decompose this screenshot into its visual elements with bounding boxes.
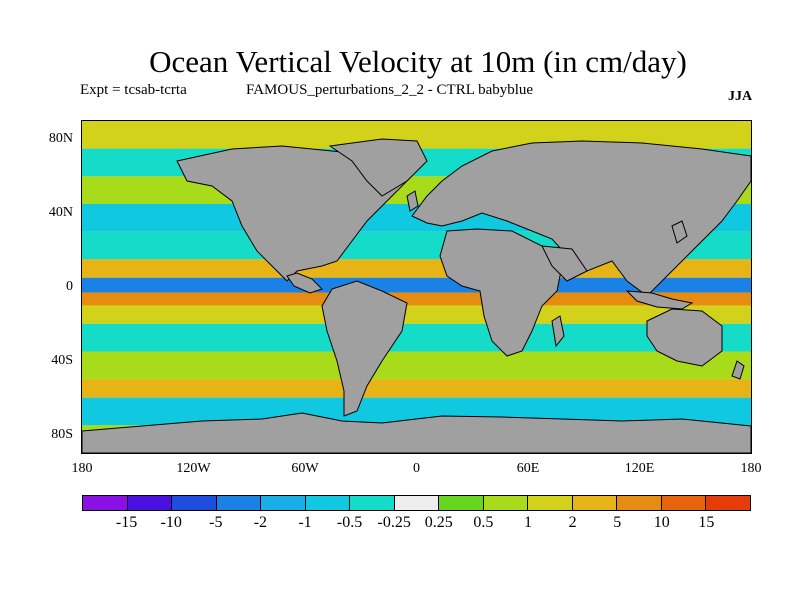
landmass-new-zealand — [731, 360, 745, 380]
landmass-japan — [671, 220, 688, 244]
lon-tick-label: 60E — [516, 461, 540, 476]
colorbar-label: -0.5 — [336, 514, 363, 531]
season-label: JJA — [728, 89, 753, 104]
colorbar-label: -0.25 — [377, 514, 411, 531]
landmass-australia — [646, 308, 723, 367]
lon-tick-label: 180 — [740, 461, 762, 476]
colorbar-label: 0.25 — [424, 514, 453, 531]
lat-tick-label: 80N — [48, 131, 73, 147]
experiment-description: FAMOUS_perturbations_2_2 - CTRL babyblue — [246, 82, 534, 98]
colorbar-label: -5 — [209, 514, 223, 531]
colorbar-swatch-9 — [483, 496, 529, 510]
land-mask — [82, 138, 751, 453]
colorbar-swatch-0 — [83, 496, 128, 510]
field-band-8 — [82, 305, 751, 324]
colorbar-swatch-3 — [216, 496, 262, 510]
colorbar-swatch-11 — [572, 496, 618, 510]
lon-tick-label: 120W — [176, 461, 211, 476]
colorbar-swatch-12 — [617, 496, 662, 510]
colorbar-label: 2 — [568, 514, 577, 531]
colorbar-label: 1 — [524, 514, 532, 531]
landmass-eurasia — [411, 140, 751, 297]
landmass-antarctica — [82, 412, 751, 453]
colorbar-label: 15 — [698, 514, 715, 531]
colorbar-swatch-1 — [127, 496, 173, 510]
field-band-9 — [82, 323, 751, 352]
colorbar-label: -1 — [298, 514, 312, 531]
landmass-madagascar — [551, 315, 565, 348]
landmass-indonesia — [625, 290, 694, 310]
landmass-greenland — [328, 138, 428, 197]
colorbar-swatch-13 — [661, 496, 707, 510]
field-band-10 — [82, 351, 751, 380]
colorbar-swatch-5 — [305, 496, 351, 510]
chart-title: Ocean Vertical Velocity at 10m (in cm/da… — [149, 44, 687, 79]
landmass-arabia — [541, 245, 588, 282]
colorbar-swatch-14 — [706, 496, 750, 510]
colorbar-swatch-4 — [261, 496, 306, 510]
lon-tick-label: 180 — [71, 461, 93, 476]
lat-tick-label: 40S — [51, 352, 73, 368]
map-plot — [81, 120, 752, 454]
colorbar-label: 10 — [653, 514, 670, 531]
colorbar-swatch-8 — [439, 496, 484, 510]
landmass-africa — [439, 228, 563, 357]
lat-tick-label: 80S — [51, 426, 73, 442]
experiment-label: Expt = tcsab-tcrta — [80, 82, 187, 98]
field-band-6 — [82, 277, 751, 293]
colorbar-label: -15 — [115, 514, 138, 531]
colorbar-label: 5 — [613, 514, 622, 531]
landmass-south-america — [321, 280, 408, 417]
lon-tick-label: 120E — [624, 461, 655, 476]
map-canvas — [82, 121, 751, 453]
colorbar — [82, 495, 751, 511]
colorbar-swatch-2 — [172, 496, 217, 510]
lat-tick-label: 40N — [48, 205, 73, 221]
landmass-central-america — [286, 272, 323, 294]
lon-tick-label: 60W — [291, 461, 319, 476]
colorbar-swatch-7 — [394, 496, 440, 510]
lat-tick-label: 0 — [66, 279, 73, 294]
field-band-7 — [82, 292, 751, 306]
field-band-11 — [82, 379, 751, 398]
landmass-british-isles — [406, 190, 419, 212]
colorbar-label: -10 — [160, 514, 182, 531]
colorbar-swatch-6 — [350, 496, 395, 510]
colorbar-label: -2 — [253, 514, 268, 531]
colorbar-label: 0.5 — [473, 514, 494, 531]
colorbar-swatch-10 — [528, 496, 573, 510]
lon-tick-label: 0 — [413, 461, 420, 476]
